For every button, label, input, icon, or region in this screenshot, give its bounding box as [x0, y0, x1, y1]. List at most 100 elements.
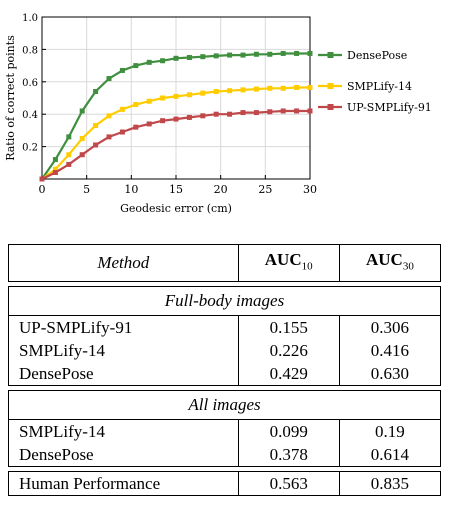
- data-point: [39, 176, 45, 182]
- data-point: [253, 86, 259, 92]
- data-point: [146, 121, 152, 127]
- data-point: [160, 118, 166, 124]
- section-title-row: Full-body images: [8, 286, 441, 317]
- auc10-cell: 0.378: [238, 443, 340, 468]
- auc30-cell: 0.416: [339, 339, 442, 363]
- legend-swatch-marker: [327, 83, 334, 89]
- data-point: [173, 116, 179, 122]
- data-point: [213, 111, 219, 117]
- auc30-header-sub: 30: [402, 260, 414, 273]
- data-point: [119, 129, 125, 135]
- data-point: [267, 51, 273, 57]
- data-point: [213, 89, 219, 95]
- data-point: [253, 110, 259, 116]
- x-tick-label: 25: [258, 183, 272, 196]
- data-point: [240, 52, 246, 58]
- auc10-cell: 0.099: [238, 419, 340, 444]
- data-point: [200, 54, 206, 60]
- auc30-cell: 0.835: [339, 471, 442, 497]
- data-point: [186, 55, 192, 60]
- x-tick-label: 5: [83, 183, 90, 196]
- auc30-header: AUC30: [339, 243, 442, 283]
- table-row: DensePose 0.429 0.630: [8, 362, 442, 387]
- table-row: DensePose 0.378 0.614: [8, 443, 442, 468]
- data-point: [52, 157, 58, 163]
- data-point: [52, 166, 58, 172]
- data-point: [93, 142, 99, 148]
- table-header-row: Method AUC10 AUC30: [8, 243, 442, 283]
- data-point: [227, 111, 233, 117]
- auc30-cell: 0.306: [339, 315, 442, 340]
- data-point: [253, 51, 259, 57]
- data-point: [240, 110, 246, 116]
- data-point: [133, 101, 139, 107]
- data-point: [93, 89, 99, 95]
- data-point: [66, 134, 72, 140]
- data-point: [186, 114, 192, 120]
- data-point: [133, 63, 139, 69]
- legend-label: SMPLify-14: [347, 80, 412, 93]
- data-point: [52, 170, 58, 176]
- data-point: [93, 123, 99, 129]
- y-tick-label: 0.6: [22, 78, 38, 89]
- data-point: [267, 85, 273, 91]
- y-tick-label: 0.4: [22, 110, 38, 121]
- data-point: [119, 67, 125, 73]
- data-point: [200, 113, 206, 119]
- data-point: [119, 106, 125, 112]
- auc30-cell: 0.19: [339, 419, 442, 444]
- legend: DensePose SMPLify-14 UP-SMPLify-91: [318, 49, 432, 114]
- legend-label: DensePose: [347, 49, 407, 62]
- auc10-header: AUC10: [238, 243, 340, 283]
- auc10-cell: 0.226: [238, 339, 340, 363]
- data-point: [106, 76, 112, 82]
- y-axis-label: Ratio of correct points: [4, 35, 17, 161]
- data-point: [160, 58, 166, 64]
- method-cell: UP-SMPLify-91: [8, 315, 239, 340]
- data-point: [280, 108, 286, 114]
- legend-swatch-marker: [327, 52, 334, 58]
- data-point: [66, 161, 72, 167]
- y-tick-label: 0.8: [22, 45, 38, 56]
- results-table: Method AUC10 AUC30 Full-body images UP-S…: [8, 243, 442, 497]
- auc30-cell: 0.630: [339, 362, 442, 387]
- auc10-cell: 0.563: [238, 471, 340, 497]
- method-cell: Human Performance: [8, 471, 239, 497]
- data-point: [294, 84, 300, 90]
- section-title: All images: [8, 390, 441, 421]
- y-ticks: 0.2 0.4 0.6 0.8 1.0: [22, 13, 46, 154]
- method-cell: SMPLify-14: [8, 339, 239, 363]
- method-header: Method: [8, 243, 239, 283]
- data-point: [200, 90, 206, 96]
- data-point: [79, 152, 85, 158]
- x-tick-label: 0: [39, 183, 46, 196]
- data-point: [267, 109, 273, 115]
- x-tick-label: 30: [303, 183, 317, 196]
- y-tick-label: 1.0: [22, 13, 38, 24]
- data-point: [133, 124, 139, 130]
- section-title: Full-body images: [8, 286, 441, 317]
- data-point: [294, 108, 300, 114]
- data-point: [227, 88, 233, 94]
- data-point: [146, 59, 152, 65]
- table-row: SMPLify-14 0.226 0.416: [8, 339, 442, 363]
- legend-swatch-marker: [327, 104, 334, 110]
- data-point: [240, 87, 246, 93]
- legend-label: UP-SMPLify-91: [347, 101, 432, 114]
- auc10-header-sub: 10: [301, 260, 313, 273]
- data-point: [307, 50, 313, 56]
- data-point: [307, 84, 313, 90]
- data-point: [280, 50, 286, 56]
- chart: 0 5 10 15 20 25 30 0.2 0.4 0.6 0.8 1.0 Geodesic er…: [4, 13, 432, 215]
- auc30-header-text: AUC: [365, 250, 403, 269]
- data-point: [160, 95, 166, 101]
- data-point: [106, 113, 112, 119]
- data-point: [106, 134, 112, 140]
- data-point: [280, 85, 286, 91]
- data-point: [79, 136, 85, 141]
- data-point: [227, 52, 233, 58]
- y-tick-label: 0.2: [22, 143, 38, 154]
- table-row: Human Performance 0.563 0.835: [8, 471, 442, 497]
- series-layer: [39, 50, 313, 182]
- data-point: [66, 152, 72, 158]
